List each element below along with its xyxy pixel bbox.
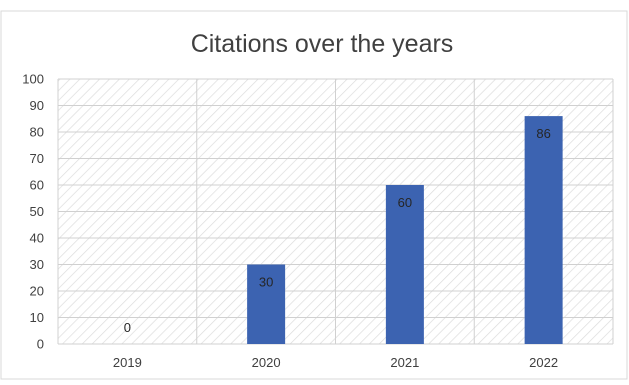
x-axis-ticks: 2019 2020 2021 2022 (113, 355, 558, 370)
y-tick-label: 50 (30, 204, 44, 219)
data-label-2021: 60 (398, 195, 412, 210)
x-tick-label-2021: 2021 (390, 355, 419, 370)
y-tick-label: 90 (30, 98, 44, 113)
y-tick-label: 80 (30, 125, 44, 140)
y-axis-ticks: 0 10 20 30 40 50 60 70 80 90 100 (22, 72, 44, 352)
y-tick-label: 10 (30, 310, 44, 325)
bar-2020 (247, 264, 286, 344)
x-tick-label-2020: 2020 (252, 355, 281, 370)
x-tick-label-2019: 2019 (113, 355, 142, 370)
y-tick-label: 30 (30, 257, 44, 272)
x-tick-label-2022: 2022 (529, 355, 558, 370)
y-tick-label: 100 (22, 72, 44, 87)
bars (247, 116, 563, 344)
data-label-2020: 30 (259, 275, 273, 290)
y-tick-label: 0 (37, 337, 44, 352)
y-tick-label: 60 (30, 178, 44, 193)
y-tick-label: 20 (30, 284, 44, 299)
y-tick-label: 70 (30, 151, 44, 166)
bar-2021 (385, 185, 424, 344)
y-tick-label: 40 (30, 231, 44, 246)
gridlines (57, 78, 614, 345)
data-label-2022: 86 (536, 126, 550, 141)
bar-2022 (524, 116, 563, 344)
data-label-2019: 0 (124, 320, 131, 335)
chart-title: Citations over the years (191, 30, 454, 58)
data-labels: 0 30 60 86 (124, 126, 551, 335)
